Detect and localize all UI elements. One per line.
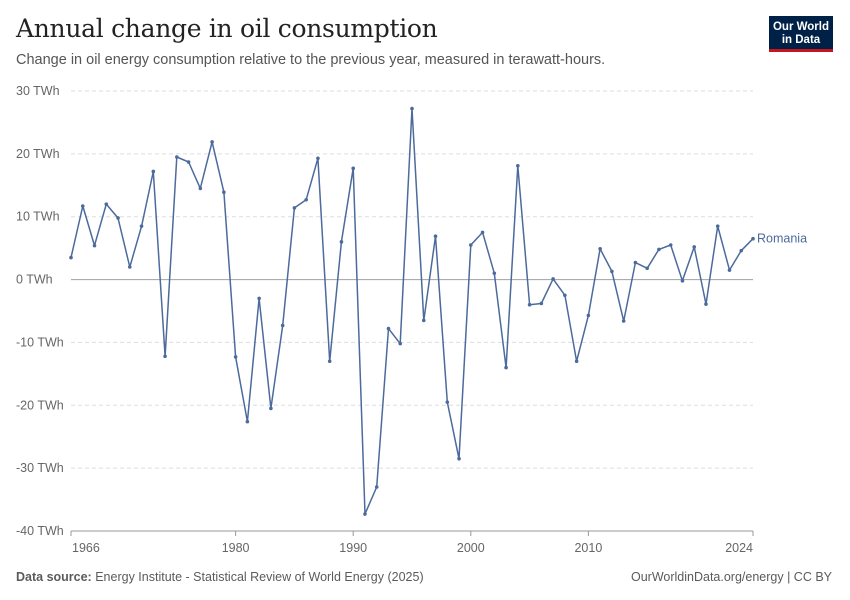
data-point — [751, 236, 755, 241]
data-source: Data source: Energy Institute - Statisti… — [16, 570, 424, 584]
data-point — [457, 456, 461, 461]
series-line-romania — [70, 107, 754, 515]
data-point — [551, 277, 555, 281]
data-point — [186, 160, 191, 164]
data-point — [280, 323, 285, 328]
data-point — [633, 260, 638, 265]
data-point — [739, 248, 744, 253]
data-point — [621, 319, 626, 323]
data-point — [269, 406, 273, 411]
x-tick-label: 2024 — [725, 541, 753, 555]
y-tick-label: -40 TWh — [16, 524, 64, 538]
y-tick-label: -10 TWh — [16, 335, 64, 349]
data-point — [292, 206, 297, 210]
data-point — [363, 512, 367, 516]
data-point — [351, 166, 356, 171]
data-point — [445, 400, 450, 404]
x-tick-label: 2010 — [574, 541, 602, 555]
y-tick-label: -20 TWh — [16, 398, 64, 412]
data-point — [316, 156, 320, 161]
data-source-label: Data source: — [16, 570, 92, 584]
data-point — [327, 359, 332, 364]
data-point — [492, 271, 497, 276]
data-point — [127, 265, 132, 269]
data-point — [680, 279, 685, 283]
x-tick-label: 2000 — [457, 541, 485, 555]
data-point — [586, 313, 591, 318]
data-point — [504, 365, 508, 370]
data-point — [210, 140, 214, 144]
data-point — [386, 326, 391, 331]
data-point — [163, 354, 167, 359]
data-point — [304, 197, 308, 202]
chart-subtitle: Change in oil energy consumption relativ… — [16, 52, 606, 68]
data-point — [339, 240, 344, 244]
data-point — [645, 266, 649, 271]
data-point — [668, 243, 673, 247]
data-point — [233, 355, 238, 359]
data-source-text[interactable]: Energy Institute - Statistical Review of… — [95, 570, 424, 584]
chart-title: Annual change in oil consumption — [16, 14, 438, 43]
data-point — [468, 243, 473, 247]
y-tick-label: 20 TWh — [16, 147, 60, 161]
data-point — [539, 301, 544, 306]
y-tick-label: 10 TWh — [16, 210, 60, 224]
logo-line-1: Our World — [772, 21, 829, 33]
data-point — [516, 164, 520, 168]
data-point — [598, 246, 602, 251]
series-label: Romania — [757, 232, 807, 246]
data-point — [198, 186, 203, 191]
data-point — [257, 296, 261, 301]
owid-link[interactable]: OurWorldinData.org/energy | CC BY — [630, 570, 832, 584]
data-point — [69, 255, 73, 260]
data-point — [222, 190, 226, 194]
data-point — [715, 224, 720, 228]
data-point — [410, 106, 414, 111]
data-point — [727, 268, 732, 272]
data-point — [104, 202, 109, 206]
data-point — [92, 243, 97, 248]
data-point — [80, 204, 85, 208]
x-tick-label: 1990 — [339, 541, 367, 555]
y-tick-label: 0 TWh — [16, 273, 53, 287]
data-point — [692, 245, 697, 249]
logo-line-2: in Data — [781, 34, 821, 46]
data-point — [610, 269, 614, 274]
data-point — [398, 341, 403, 346]
data-point — [433, 234, 438, 238]
y-tick-label: -30 TWh — [16, 461, 64, 475]
data-point — [563, 293, 567, 298]
data-point — [151, 169, 156, 174]
data-point — [480, 230, 485, 235]
owid-logo[interactable]: Our World in Data — [769, 16, 833, 52]
x-tick-label: 1980 — [222, 541, 250, 555]
data-point — [374, 485, 379, 489]
data-point — [527, 302, 532, 307]
data-point — [139, 224, 144, 228]
data-point — [116, 216, 120, 220]
x-tick-label: 1966 — [72, 541, 100, 555]
y-tick-label: 30 TWh — [16, 84, 60, 98]
data-point — [574, 359, 579, 364]
data-point — [421, 318, 426, 323]
data-point — [245, 419, 250, 424]
data-point — [175, 155, 179, 159]
data-point — [657, 247, 661, 252]
data-point — [704, 302, 708, 306]
